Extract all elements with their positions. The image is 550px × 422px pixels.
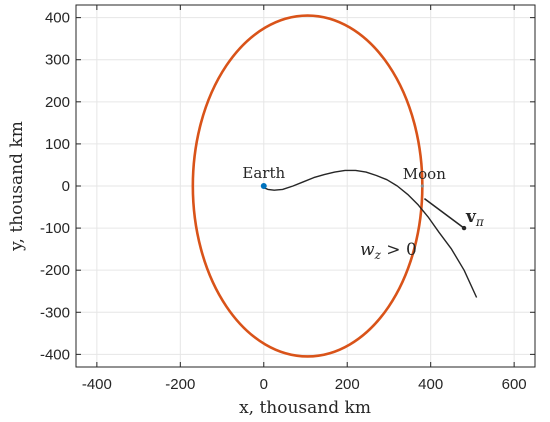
moon-label: Moon [403, 165, 446, 183]
y-tick-label: -400 [40, 346, 70, 363]
y-tick-label: 400 [45, 10, 70, 27]
velocity-label: vπ [465, 207, 485, 229]
velocity-label-main: v [465, 207, 477, 227]
x-tick-label: 0 [260, 376, 268, 393]
y-axis-label: y, thousand km [7, 121, 27, 252]
y-tick-label: -100 [40, 220, 70, 237]
earth-label: Earth [242, 164, 285, 182]
grid [76, 5, 535, 367]
wz-label-sub: z [374, 248, 382, 262]
wz-label-lhs: w [360, 240, 375, 260]
y-tick-label: 200 [45, 94, 70, 111]
velocity-arrow-line [423, 197, 465, 229]
y-tick-label: 300 [45, 52, 70, 69]
x-tick-label: 200 [335, 376, 360, 393]
wz-label-rhs: > 0 [381, 240, 417, 260]
x-tick-label: 400 [418, 376, 443, 393]
trajectory-series [261, 169, 478, 298]
moon-marker [420, 184, 424, 188]
wz-condition-label: wz > 0 [360, 240, 417, 262]
velocity-label-sub: π [475, 215, 485, 229]
earth-marker [260, 183, 267, 189]
x-ticks: -400 -200 0 200 400 600 [82, 5, 527, 393]
y-ticks: -400 -300 -200 -100 0 100 200 300 400 [40, 10, 535, 363]
y-tick-label: 100 [45, 136, 70, 153]
y-tick-label: -200 [40, 262, 70, 279]
x-tick-label: -400 [82, 376, 112, 393]
x-axis-label: x, thousand km [239, 398, 371, 418]
y-tick-label: -300 [40, 304, 70, 321]
points-layer [260, 183, 424, 189]
x-tick-label: 600 [502, 376, 527, 393]
x-tick-label: -200 [165, 376, 195, 393]
velocity-arrow-tip [461, 225, 467, 231]
y-tick-label: 0 [62, 178, 70, 195]
